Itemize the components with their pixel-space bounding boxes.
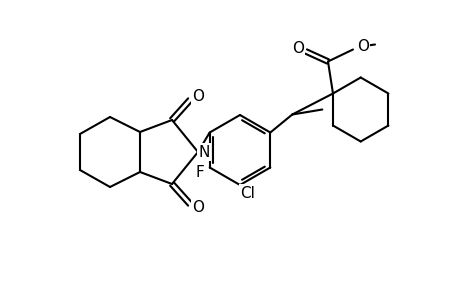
Text: Cl: Cl: [240, 185, 255, 200]
Text: O: O: [356, 39, 368, 54]
Text: N: N: [198, 145, 209, 160]
Text: F: F: [195, 165, 204, 180]
Text: O: O: [191, 88, 203, 104]
Text: O: O: [191, 200, 203, 215]
Text: O: O: [291, 41, 303, 56]
